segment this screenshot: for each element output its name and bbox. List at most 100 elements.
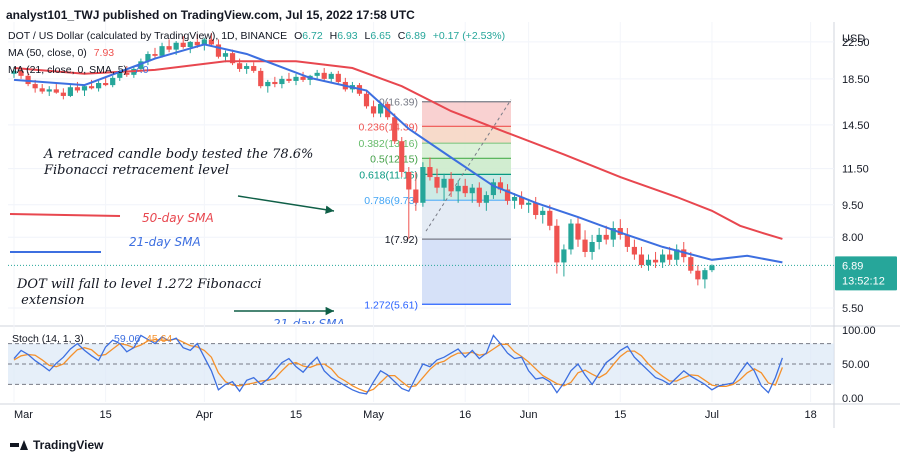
candle-body [610, 228, 616, 240]
candle-body [208, 39, 214, 45]
candle-body [222, 53, 229, 57]
stoch-title: Stoch (14, 1, 3) [12, 333, 84, 345]
ma50-value: 7.93 [93, 47, 115, 59]
tradingview-logo-icon [10, 439, 28, 451]
fib-level-label: 0.5(12.15) [370, 153, 418, 165]
candle-body [18, 70, 24, 76]
candle-body [117, 72, 123, 78]
fall-line-2: extension [17, 293, 85, 308]
candle-body [96, 83, 102, 89]
candle-body [363, 93, 370, 107]
stochastic-panel: Stoch (14, 1, 3) 59.06 45.64 [8, 333, 834, 395]
time-tick-label: Jun [520, 409, 538, 421]
candle-body [511, 196, 518, 201]
fib-level-label: 0.236(14.39) [358, 121, 418, 133]
candle-body [533, 202, 539, 215]
candle-body [187, 41, 193, 48]
price-tick-label: 5.50 [842, 303, 863, 315]
fib-zone [422, 239, 511, 305]
candle-body [258, 70, 264, 87]
stoch-d-line [13, 338, 784, 393]
retrace-line-1: A retraced candle body tested the 78.6% [44, 147, 314, 162]
candle-body [251, 66, 257, 71]
candle-body [124, 72, 130, 75]
price-tick-label: 22.50 [842, 37, 870, 49]
fib-level-label: 0.786(9.73) [364, 195, 418, 207]
price-tick-label: 8.00 [842, 232, 863, 244]
candle-body [660, 254, 666, 263]
candle-body [300, 76, 306, 80]
retrace-annotation: A retraced candle body tested the 78.6% … [44, 147, 313, 179]
candle-body [617, 228, 623, 235]
ma50-label: MA (50, close, 0) [8, 47, 87, 59]
price-tick-label: 9.50 [842, 200, 863, 212]
candle-body [378, 103, 384, 114]
candle-body [237, 63, 243, 69]
candle-body [448, 178, 454, 192]
candle-body [11, 70, 17, 74]
price-tick-label: 11.50 [842, 164, 869, 176]
candle-body [490, 182, 496, 196]
candle-body [709, 265, 715, 271]
candle-body [145, 54, 151, 62]
candle-body [688, 257, 694, 271]
time-tick-label: 15 [100, 409, 112, 421]
candle-body [286, 78, 292, 81]
symbol-title[interactable]: DOT / US Dollar (calculated by TradingVi… [8, 30, 288, 42]
candle-body [420, 167, 426, 203]
price-change: +0.17 (+2.53%) [432, 30, 506, 42]
ma50-legend[interactable]: MA (50, close, 0) 7.93 [8, 47, 118, 59]
ma21-line [13, 43, 783, 264]
sma50-annotation: 50-day SMA [142, 211, 214, 225]
candle-body [152, 54, 158, 56]
candle-body [74, 87, 81, 91]
candle-body [215, 44, 222, 57]
candle-body [652, 259, 659, 263]
fib-level-label: 0.618(11.16) [359, 169, 418, 181]
candle-body [335, 73, 341, 82]
candle-body [265, 81, 271, 87]
candle-body [173, 42, 179, 50]
candle-body [441, 178, 447, 188]
candle-body [293, 76, 299, 81]
candle-body [540, 210, 546, 215]
fall-annotation: DOT will fall to level 1.272 Fibonacci e… [17, 277, 262, 309]
fib-zone [422, 143, 511, 159]
ma21-legend[interactable]: MA (21, close, 0, SMA, 5) 7.0 [8, 64, 153, 76]
price-axis-currency: USD [842, 33, 865, 45]
candle-body [568, 223, 574, 250]
moving-averages [8, 43, 834, 266]
candle-body [67, 87, 73, 96]
candle-body [427, 167, 433, 178]
fibonacci-retracement[interactable]: 0(16.39)0.236(14.39)0.382(13.16)0.5(12.1… [358, 97, 512, 312]
sma21-annotation: 21-day SMA [129, 235, 201, 249]
candle-body [575, 223, 581, 240]
candle-body [455, 185, 461, 192]
candle-body [399, 141, 405, 172]
publisher-header: analyst101_TWJ published on TradingView.… [6, 8, 415, 22]
time-tick-label: 18 [805, 409, 817, 421]
candle-body [561, 249, 567, 263]
candle-body [60, 92, 66, 96]
candle-body [497, 182, 504, 190]
sma21-annotation-cut: 21-day SMA [273, 318, 345, 324]
candle-body [462, 185, 468, 194]
candle-body [469, 187, 475, 194]
fib-zone [422, 101, 511, 127]
annotation-arrows [234, 195, 335, 316]
candle-body [695, 270, 701, 280]
candle-body [504, 189, 511, 201]
candle-body [166, 46, 172, 50]
tradingview-brand[interactable]: TradingView [10, 438, 103, 452]
candle-body [81, 86, 88, 91]
candle-body [321, 72, 327, 79]
candle-body [32, 84, 38, 89]
ma50-line [13, 60, 783, 240]
ohlc-open: O6.72 [294, 30, 323, 42]
candle-body [194, 41, 200, 46]
fib-zone [422, 200, 511, 240]
candle-body [46, 89, 52, 92]
candle-body [674, 249, 680, 260]
